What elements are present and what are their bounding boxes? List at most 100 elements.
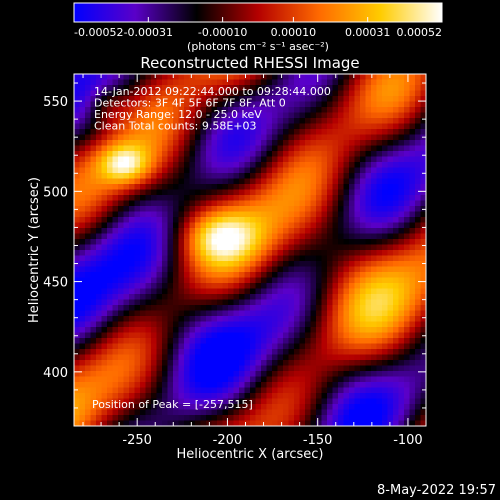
heatmap-cell	[85, 112, 91, 119]
heatmap-cell	[107, 118, 113, 124]
heatmap-cell	[277, 244, 284, 251]
heatmap-cell	[206, 360, 212, 366]
heatmap-cell	[129, 283, 135, 289]
heatmap-cell	[354, 107, 361, 113]
heatmap-cell	[162, 156, 168, 163]
heatmap-cell	[354, 332, 361, 339]
heatmap-cell	[129, 420, 135, 426]
heatmap-cell	[360, 167, 366, 174]
heatmap-cell	[349, 266, 355, 273]
heatmap-cell	[266, 101, 273, 108]
heatmap-cell	[382, 294, 388, 300]
heatmap-cell	[123, 305, 130, 311]
heatmap-cell	[261, 217, 267, 223]
heatmap-cell	[327, 371, 333, 377]
heatmap-cell	[382, 101, 388, 108]
heatmap-cell	[299, 310, 306, 317]
heatmap-cell	[206, 184, 212, 190]
heatmap-cell	[343, 217, 350, 223]
heatmap-cell	[266, 382, 273, 388]
heatmap-cell	[140, 420, 146, 426]
heatmap-cell	[250, 211, 256, 218]
heatmap-cell	[184, 90, 190, 97]
heatmap-cell	[79, 360, 86, 366]
heatmap-cell	[123, 184, 130, 190]
heatmap-cell	[365, 189, 372, 196]
heatmap-cell	[134, 228, 141, 234]
heatmap-cell	[338, 178, 344, 185]
heatmap-cell	[85, 178, 91, 185]
heatmap-cell	[409, 255, 416, 262]
heatmap-cell	[156, 321, 163, 328]
heatmap-cell	[404, 398, 410, 405]
heatmap-cell	[140, 173, 146, 179]
heatmap-cell	[277, 349, 284, 355]
heatmap-cell	[244, 349, 251, 355]
heatmap-cell	[310, 79, 317, 86]
heatmap-cell	[321, 118, 328, 124]
heatmap-cell	[387, 404, 394, 410]
heatmap-cell	[299, 151, 306, 157]
heatmap-cell	[343, 255, 350, 262]
heatmap-cell	[277, 206, 284, 212]
heatmap-cell	[343, 134, 350, 141]
heatmap-cell	[321, 277, 328, 284]
heatmap-cell	[140, 107, 146, 113]
heatmap-cell	[371, 79, 377, 86]
heatmap-cell	[195, 338, 201, 344]
heatmap-cell	[145, 107, 152, 113]
heatmap-cell	[244, 354, 251, 361]
heatmap-cell	[195, 310, 201, 317]
heatmap-cell	[409, 382, 416, 388]
heatmap-cell	[107, 162, 113, 168]
heatmap-cell	[376, 398, 383, 405]
heatmap-cell	[222, 244, 229, 251]
heatmap-cell	[277, 393, 284, 399]
heatmap-cell	[96, 118, 102, 124]
heatmap-cell	[112, 354, 119, 361]
heatmap-cell	[321, 112, 328, 119]
heatmap-cell	[74, 123, 80, 130]
heatmap-cell	[338, 360, 344, 366]
heatmap-cell	[96, 222, 102, 229]
heatmap-cell	[349, 123, 355, 130]
heatmap-cell	[233, 239, 240, 245]
heatmap-cell	[382, 200, 388, 207]
heatmap-cell	[305, 283, 311, 289]
heatmap-cell	[415, 228, 421, 234]
heatmap-cell	[123, 327, 130, 333]
heatmap-cell	[101, 222, 108, 229]
heatmap-cell	[173, 250, 179, 256]
heatmap-cell	[140, 244, 146, 251]
heatmap-cell	[123, 349, 130, 355]
heatmap-cell	[288, 261, 295, 267]
heatmap-cell	[371, 151, 377, 157]
heatmap-cell	[349, 156, 355, 163]
heatmap-cell	[178, 371, 185, 377]
heatmap-cell	[167, 107, 174, 113]
heatmap-cell	[162, 200, 168, 207]
heatmap-cell	[299, 239, 306, 245]
heatmap-cell	[123, 107, 130, 113]
heatmap-cell	[310, 349, 317, 355]
heatmap-cell	[321, 189, 328, 196]
heatmap-cell	[79, 354, 86, 361]
heatmap-cell	[211, 327, 218, 333]
heatmap-cell	[349, 206, 355, 212]
heatmap-cell	[354, 233, 361, 240]
heatmap-cell	[173, 239, 179, 245]
heatmap-cell	[156, 255, 163, 262]
heatmap-cell	[321, 266, 328, 273]
heatmap-cell	[178, 162, 185, 168]
heatmap-cell	[85, 244, 91, 251]
heatmap-cell	[321, 107, 328, 113]
heatmap-cell	[79, 310, 86, 317]
heatmap-cell	[332, 107, 339, 113]
heatmap-cell	[305, 101, 311, 108]
heatmap-cell	[145, 173, 152, 179]
heatmap-cell	[129, 316, 135, 322]
heatmap-cell	[404, 321, 410, 328]
heatmap-cell	[217, 305, 223, 311]
heatmap-cell	[134, 332, 141, 339]
heatmap-cell	[90, 189, 97, 196]
